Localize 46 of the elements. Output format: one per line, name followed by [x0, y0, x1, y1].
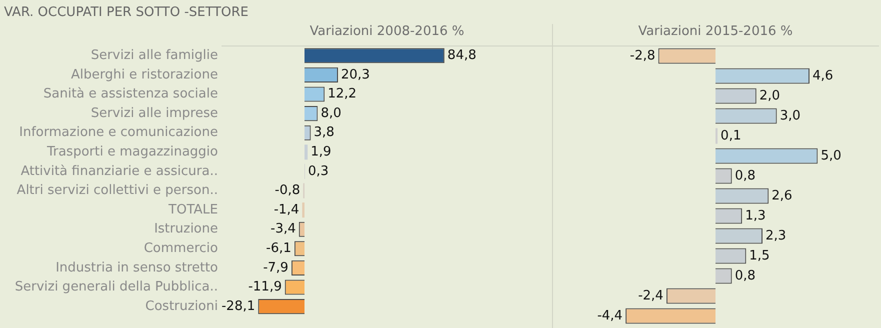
- data-label: 5,0: [820, 148, 842, 164]
- data-label: -2,4: [638, 288, 664, 304]
- data-label: 0,3: [308, 164, 329, 179]
- data-label: 12,2: [328, 86, 357, 102]
- data-label: 2,0: [759, 88, 780, 104]
- y-tick-label: Altri servizi collettivi e person..: [16, 183, 218, 198]
- data-label: -4,4: [597, 308, 623, 324]
- x-axis-title: Variazioni 2008-2016 %: [310, 24, 464, 40]
- y-tick-label: Servizi alle imprese: [90, 106, 218, 121]
- data-label: 2,6: [772, 188, 792, 204]
- data-label: 2,3: [766, 228, 786, 244]
- data-label: -2,8: [630, 48, 656, 64]
- data-label: -0,8: [274, 183, 300, 198]
- x-axis-title: Variazioni 2015-2016 %: [638, 24, 793, 40]
- data-label: 1,3: [745, 208, 766, 224]
- data-label: -6,1: [266, 241, 292, 256]
- y-tick-label: TOTALE: [168, 202, 218, 218]
- y-tick-label: Costruzioni: [145, 298, 218, 314]
- data-label: 0,8: [734, 168, 756, 184]
- data-label: -28,1: [221, 298, 256, 314]
- data-label: 1,5: [749, 248, 770, 264]
- y-tick-label: Commercio: [144, 241, 218, 256]
- data-label: 3,8: [314, 125, 334, 140]
- data-label: -7,9: [263, 260, 288, 276]
- y-tick-label: Industria in senso stretto: [56, 260, 218, 276]
- y-tick-label: Istruzione: [154, 222, 218, 237]
- y-tick-label: Alberghi e ristorazione: [71, 67, 218, 82]
- data-label: -11,9: [248, 280, 282, 295]
- y-tick-label: Informazione e comunicazione: [19, 125, 218, 140]
- y-tick-label: Sanità e assistenza sociale: [43, 86, 218, 102]
- y-tick-label: Servizi alle famiglie: [90, 48, 218, 64]
- data-label: 20,3: [340, 67, 370, 82]
- bar: [304, 144, 308, 160]
- data-label: 0,1: [720, 128, 742, 144]
- y-tick-label: Trasporti e magazzinaggio: [46, 144, 218, 160]
- data-label: -3,4: [270, 222, 296, 237]
- data-label: 0,8: [734, 268, 756, 284]
- data-label: 4,6: [812, 68, 834, 84]
- data-label: 3,0: [780, 108, 800, 124]
- data-label: -1,4: [274, 202, 300, 218]
- y-tick-label: Servizi generali della Pubblica..: [14, 280, 218, 295]
- data-label: 84,8: [447, 48, 476, 64]
- data-label: 8,0: [320, 106, 342, 121]
- y-tick-label: Attività finanziarie e assicura..: [20, 164, 218, 179]
- text: VAR. OCCUPATI PER SOTTO -SETTORE: [4, 5, 248, 20]
- data-label: 1,9: [310, 144, 332, 160]
